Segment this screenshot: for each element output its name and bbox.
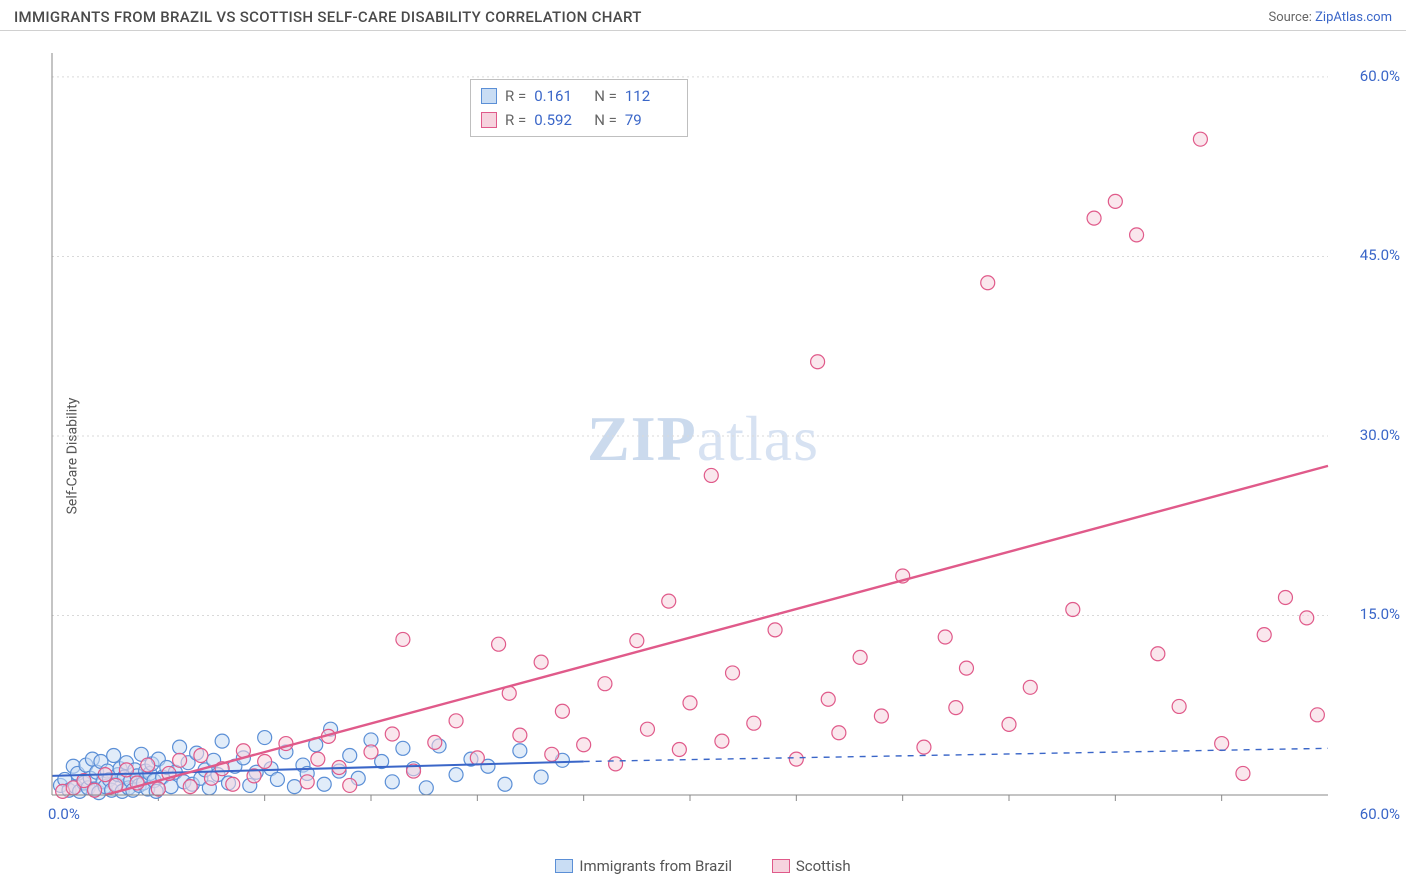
stats-n-value-2: 79 xyxy=(625,108,677,132)
points-layer xyxy=(54,132,1325,799)
legend-label-1: Immigrants from Brazil xyxy=(579,857,732,875)
source-link[interactable]: ZipAtlas.com xyxy=(1315,10,1392,25)
chart-source: Source: ZipAtlas.com xyxy=(1268,10,1392,25)
stats-n-label-1: N = xyxy=(594,84,617,108)
stats-n-value-1: 112 xyxy=(625,84,677,108)
stats-row-series2: R = 0.592 N = 79 xyxy=(481,108,677,132)
grid-layer xyxy=(52,77,1328,801)
legend-label-2: Scottish xyxy=(796,857,851,875)
y-tick-label: 45.0% xyxy=(1360,246,1400,264)
legend-item-1: Immigrants from Brazil xyxy=(555,857,735,875)
legend-swatch-2 xyxy=(772,859,790,873)
y-tick-label: 60.0% xyxy=(1360,67,1400,85)
stats-r-label-1: R = xyxy=(505,84,526,108)
y-tick-label: 15.0% xyxy=(1360,605,1400,623)
swatch-series2 xyxy=(481,112,497,128)
axes-layer xyxy=(52,53,1328,795)
y-tick-label: 30.0% xyxy=(1360,426,1400,444)
legend-item-2: Scottish xyxy=(772,857,851,875)
stats-r-value-2: 0.592 xyxy=(534,108,586,132)
chart-header: IMMIGRANTS FROM BRAZIL VS SCOTTISH SELF-… xyxy=(0,0,1406,31)
swatch-series1 xyxy=(481,88,497,104)
stats-r-value-1: 0.161 xyxy=(534,84,586,108)
chart-title: IMMIGRANTS FROM BRAZIL VS SCOTTISH SELF-… xyxy=(14,8,642,26)
stats-legend-box: R = 0.161 N = 112 R = 0.592 N = 79 xyxy=(470,79,688,137)
stats-n-label-2: N = xyxy=(594,108,617,132)
scatter-plot-svg xyxy=(48,41,1398,841)
legend-swatch-1 xyxy=(555,859,573,873)
chart-area: Self-Care Disability ZIPatlas 15.0%30.0%… xyxy=(0,31,1406,881)
x-tick-label: 0.0% xyxy=(48,805,80,823)
bottom-legend: Immigrants from Brazil Scottish xyxy=(0,857,1406,875)
x-tick-label: 60.0% xyxy=(1360,805,1400,823)
stats-row-series1: R = 0.161 N = 112 xyxy=(481,84,677,108)
stats-r-label-2: R = xyxy=(505,108,526,132)
source-prefix: Source: xyxy=(1268,10,1315,25)
